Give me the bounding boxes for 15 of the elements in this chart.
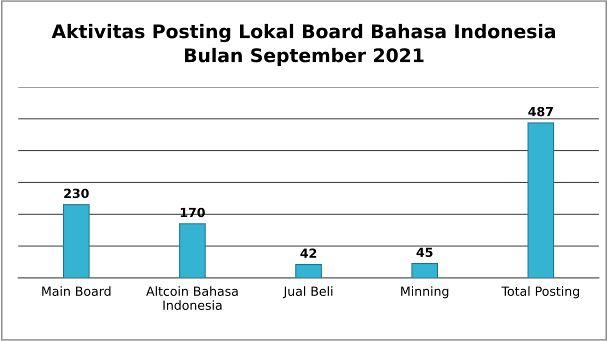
bar bbox=[411, 263, 438, 278]
bar bbox=[295, 264, 322, 278]
data-label: 487 bbox=[528, 106, 553, 116]
x-tick-label: Jual Beli bbox=[282, 286, 332, 298]
x-tick-label: Main Board bbox=[42, 286, 110, 296]
bar bbox=[179, 223, 206, 278]
data-label: 45 bbox=[416, 248, 433, 258]
bar bbox=[527, 122, 554, 278]
data-label: 42 bbox=[300, 248, 316, 258]
x-tick-label: Minning bbox=[401, 286, 448, 298]
bar bbox=[62, 204, 90, 278]
x-tick-label: Total Posting bbox=[501, 286, 579, 298]
data-label: 230 bbox=[64, 188, 89, 198]
x-tick-label: Altcoin Bahasa Indonesia bbox=[146, 286, 238, 310]
chart-title: Aktivitas Posting Lokal Board Bahasa Indonesia Bulan September 2021 bbox=[52, 24, 555, 66]
